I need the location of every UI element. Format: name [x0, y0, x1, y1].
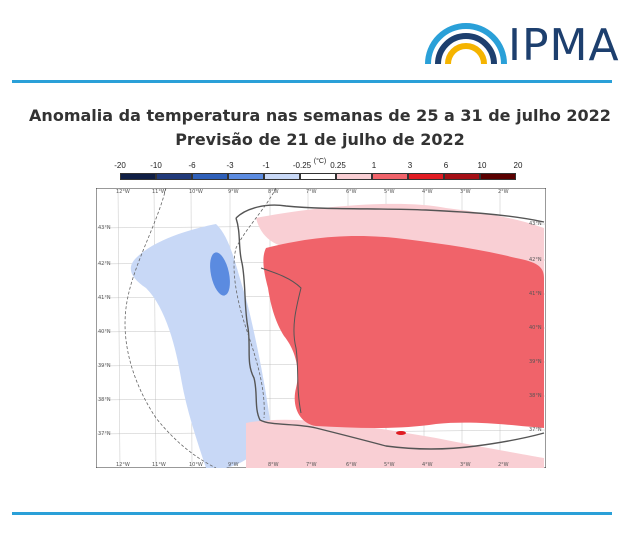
lon-label: 10°W [189, 462, 203, 468]
legend-label: -10 [150, 161, 162, 170]
legend-swatch [444, 173, 480, 180]
lon-label: 2°W [498, 189, 509, 195]
legend-label: -20 [114, 161, 126, 170]
legend-swatch [192, 173, 228, 180]
longitude-labels-top: 12°W 11°W 10°W 9°W 8°W 7°W 6°W 5°W 4°W 3… [116, 189, 509, 195]
legend-swatch [372, 173, 408, 180]
legend-swatch [480, 173, 516, 180]
legend-unit: (°C) [313, 158, 327, 165]
cooler-anomaly-area [210, 252, 230, 296]
legend-swatch [408, 173, 444, 180]
lon-label: 5°W [384, 462, 395, 468]
lat-label: 41°N [98, 295, 111, 301]
lat-label: 40°N [529, 325, 542, 331]
bottom-divider [12, 512, 612, 515]
top-divider [12, 80, 612, 83]
legend-label: -0.25 [292, 161, 312, 170]
legend-label: 20 [513, 161, 523, 170]
lat-label: 42°N [529, 257, 542, 263]
lat-label: 43°N [529, 221, 542, 227]
legend-swatch [156, 173, 192, 180]
lon-label: 6°W [346, 462, 357, 468]
lon-label: 9°W [228, 462, 239, 468]
legend-label: 1 [371, 161, 377, 170]
lon-label: 8°W [268, 189, 279, 195]
lon-label: 7°W [306, 189, 317, 195]
lon-label: 12°W [116, 462, 130, 468]
lon-label: 11°W [152, 462, 166, 468]
lat-label: 41°N [529, 291, 542, 297]
lon-label: 3°W [460, 189, 471, 195]
rainbow-arc-icon [425, 23, 507, 65]
anomaly-map: 12°W 11°W 10°W 9°W 8°W 7°W 6°W 5°W 4°W 3… [96, 188, 546, 468]
lon-label: 9°W [228, 189, 239, 195]
legend-label: 10 [477, 161, 487, 170]
lat-label: 37°N [529, 427, 542, 433]
strong-warm-patch [396, 431, 406, 435]
lat-label: 38°N [98, 397, 111, 403]
lon-label: 3°W [460, 462, 471, 468]
legend-swatch [120, 173, 156, 180]
lon-label: 10°W [189, 189, 203, 195]
lat-label: 39°N [98, 363, 111, 369]
lat-label: 39°N [529, 359, 542, 365]
legend-label: -1 [262, 161, 270, 170]
lon-label: 11°W [152, 189, 166, 195]
lat-label: 37°N [98, 431, 111, 437]
legend-label: 6 [443, 161, 449, 170]
mild-warm-patch [465, 236, 497, 250]
legend-swatch [264, 173, 300, 180]
latitude-labels-left: 43°N 42°N 41°N 40°N 39°N 38°N 37°N [98, 225, 111, 437]
mild-warm-area-south [246, 419, 544, 468]
lat-label: 38°N [529, 393, 542, 399]
legend-label: 3 [407, 161, 413, 170]
lon-label: 2°W [498, 462, 509, 468]
page-subtitle: Previsão de 21 de julho de 2022 [175, 130, 465, 149]
lon-label: 6°W [346, 189, 357, 195]
lat-label: 42°N [98, 261, 111, 267]
cool-anomaly-area [130, 224, 271, 468]
anomaly-fields [130, 203, 544, 468]
lon-label: 5°W [384, 189, 395, 195]
legend-swatch [228, 173, 264, 180]
color-legend: (°C) -20 -10 -6 -3 -1 -0.25 0.25 1 3 6 1… [96, 158, 544, 189]
lon-label: 7°W [306, 462, 317, 468]
warm-anomaly-area [263, 236, 544, 428]
lon-label: 12°W [116, 189, 130, 195]
legend-label: 0.25 [330, 161, 346, 170]
page-title: Anomalia da temperatura nas semanas de 2… [29, 106, 611, 125]
lon-label: 4°W [422, 189, 433, 195]
logo-text: IPMA [508, 20, 620, 71]
legend-swatch [300, 173, 336, 180]
legend-label: -6 [188, 161, 196, 170]
legend-swatch [336, 173, 372, 180]
lon-label: 4°W [422, 462, 433, 468]
lat-label: 43°N [98, 225, 111, 231]
lat-label: 40°N [98, 329, 111, 335]
lon-label: 8°W [268, 462, 279, 468]
ipma-logo [418, 14, 618, 70]
legend-label: -3 [226, 161, 234, 170]
exclusive-economic-zone [124, 188, 277, 468]
latitude-labels-right: 43°N 42°N 41°N 40°N 39°N 38°N 37°N [529, 221, 542, 433]
longitude-labels-bottom: 12°W 11°W 10°W 9°W 8°W 7°W 6°W 5°W 4°W 3… [116, 462, 509, 468]
